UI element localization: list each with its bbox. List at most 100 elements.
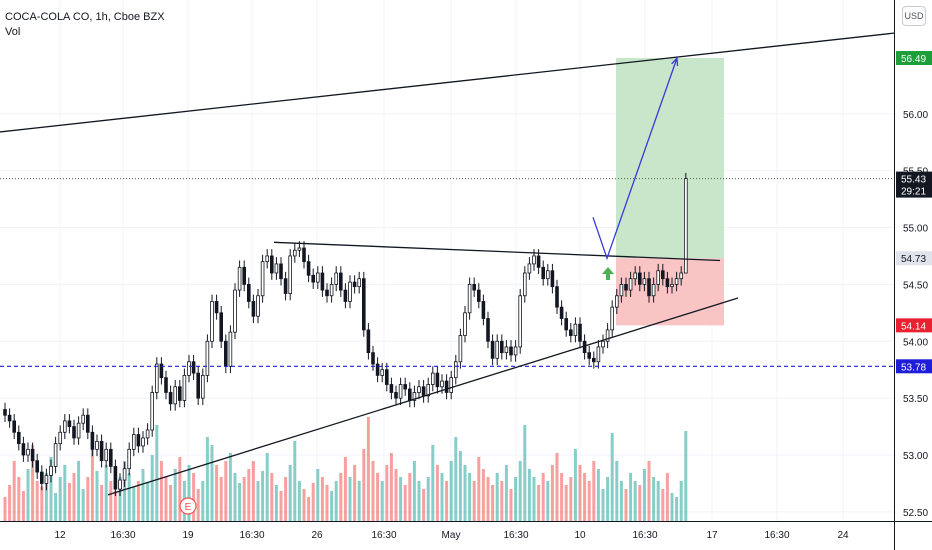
candle-body xyxy=(306,261,311,276)
candle-body xyxy=(49,465,53,476)
candle-body xyxy=(302,247,306,263)
candle-body xyxy=(292,249,297,257)
volume-bar xyxy=(44,473,48,521)
candle-body xyxy=(196,372,201,399)
volume-bar xyxy=(141,469,145,521)
candle-body xyxy=(173,386,178,405)
candle-body xyxy=(679,272,683,280)
price-label-text: 54.14 xyxy=(901,321,926,332)
volume-bar xyxy=(380,481,384,521)
candle-body xyxy=(86,414,90,433)
volume-bar xyxy=(481,469,485,521)
volume-bar xyxy=(357,481,361,521)
candle-body xyxy=(214,301,219,314)
candle-body xyxy=(26,448,30,456)
candle-body xyxy=(118,479,122,490)
volume-bar xyxy=(173,469,177,521)
candle-body xyxy=(472,283,476,291)
volume-bar xyxy=(343,457,347,521)
candle-body xyxy=(573,323,578,336)
candle-body xyxy=(187,361,191,376)
volume-bar xyxy=(569,477,573,521)
volume-bar xyxy=(146,483,150,521)
volume-bar xyxy=(325,485,329,521)
candle-body xyxy=(40,471,44,484)
candle-body xyxy=(329,283,334,297)
volume-bar xyxy=(527,469,531,521)
volume-bar xyxy=(546,481,550,521)
volume-bar xyxy=(633,481,637,521)
candle-body xyxy=(407,388,412,401)
candle-body xyxy=(279,263,283,280)
volume-bar xyxy=(541,473,545,521)
volume-bar xyxy=(500,481,504,521)
volume-bar xyxy=(348,477,352,521)
candle-body xyxy=(628,278,633,291)
candle-body xyxy=(417,386,421,393)
earnings-marker: E xyxy=(179,497,197,515)
volume-bar xyxy=(132,487,136,521)
position-zones[interactable] xyxy=(616,58,724,326)
candle-body xyxy=(532,255,536,265)
candle-body xyxy=(458,335,463,363)
volume-bar xyxy=(100,485,104,521)
candle-body xyxy=(251,301,256,317)
candle-body xyxy=(578,323,582,342)
volume-bar xyxy=(164,477,168,521)
volume-bar xyxy=(422,489,426,521)
volume-bar xyxy=(564,485,568,521)
candle-body xyxy=(642,278,647,285)
candle-body xyxy=(357,278,361,288)
candle-body xyxy=(546,270,550,280)
volume-bar xyxy=(49,457,53,521)
candle-body xyxy=(122,468,127,481)
x-tick-label: 16:30 xyxy=(764,530,789,541)
candle-body xyxy=(587,352,591,359)
volume-bar xyxy=(454,437,458,521)
volume-indicator-label[interactable]: Vol xyxy=(5,26,21,38)
volume-bar xyxy=(458,451,462,521)
candle-body xyxy=(412,392,417,401)
y-tick-label: 54.50 xyxy=(903,280,928,291)
x-tick-label: 19 xyxy=(182,530,194,541)
volume-bar xyxy=(251,461,255,521)
volume-bar xyxy=(316,469,320,521)
volume-bar xyxy=(684,431,688,521)
trendlines[interactable]: E xyxy=(0,32,896,515)
candle-body xyxy=(384,369,389,385)
candle-body xyxy=(233,289,237,333)
symbol-title[interactable]: COCA-COLA CO, 1h, Cboe BZX xyxy=(5,11,165,23)
volume-bar xyxy=(210,445,214,521)
candle-body xyxy=(58,431,62,445)
volume-bar xyxy=(279,491,283,521)
candle-body xyxy=(141,437,145,447)
volume-bar xyxy=(90,449,94,521)
candle-body xyxy=(95,440,99,450)
volume-bar xyxy=(624,489,628,521)
candle-body xyxy=(81,414,86,424)
candle-body xyxy=(541,266,545,280)
candle-body xyxy=(619,283,624,297)
candle-body xyxy=(403,384,407,390)
candle-body xyxy=(674,278,679,285)
price-label-text: 56.49 xyxy=(901,54,926,65)
x-tick-label: 16:30 xyxy=(503,530,528,541)
volume-bar xyxy=(403,485,407,521)
volume-bar xyxy=(187,465,191,521)
candle-body xyxy=(426,384,430,397)
volume-bar xyxy=(127,473,131,521)
candle-body xyxy=(145,429,150,439)
candle-body xyxy=(265,255,269,263)
candle-body xyxy=(256,295,260,317)
candle-body xyxy=(536,255,541,268)
signal-arrow-icon xyxy=(602,267,614,280)
candle-body xyxy=(113,465,118,490)
currency-button[interactable]: USD xyxy=(902,6,926,26)
volume-bar xyxy=(656,481,660,521)
candle-body xyxy=(481,301,486,319)
candle-body xyxy=(651,283,656,297)
volume-bar xyxy=(228,453,232,521)
volume-bar xyxy=(463,465,467,521)
